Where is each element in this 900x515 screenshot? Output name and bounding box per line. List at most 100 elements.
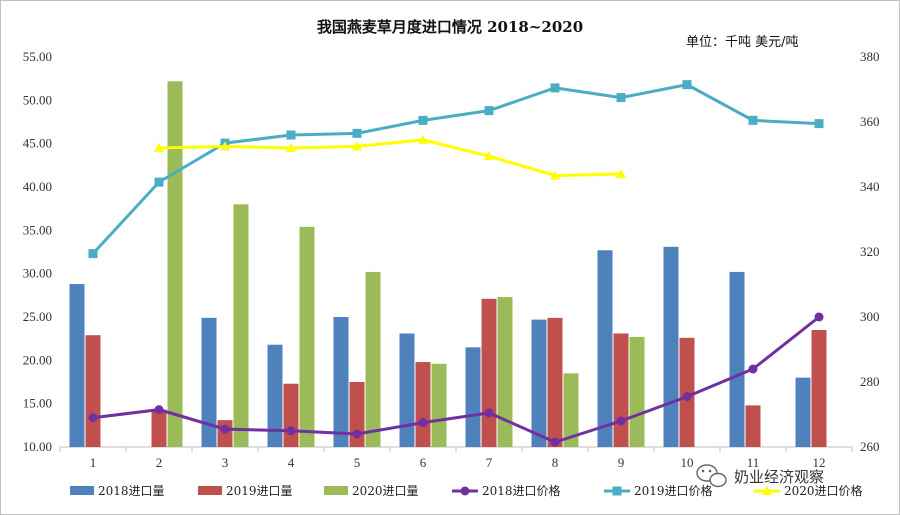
line-2019进口价格 [91, 83, 820, 255]
point-2018进口价格 [484, 408, 494, 418]
point-2020进口价格 [418, 134, 428, 144]
watermark: 奶业经济观察 [696, 464, 824, 488]
point-2018进口价格 [748, 364, 758, 374]
point-2019进口价格 [286, 130, 296, 140]
y-right-tick-label: 340 [860, 179, 880, 194]
x-tick-label: 1 [90, 455, 97, 470]
bar-2020进口量 [233, 204, 249, 447]
bar-2020进口量 [299, 226, 315, 447]
y-left-tick-label: 25.00 [23, 309, 52, 324]
y-right-tick-label: 260 [860, 439, 880, 454]
point-2019进口价格 [682, 80, 692, 90]
legend-marker-2019进口价格 [612, 486, 622, 496]
bar-2019进口量 [151, 409, 167, 447]
point-2018进口价格 [814, 312, 824, 322]
bar-2020进口量 [497, 297, 513, 447]
watermark-text: 奶业经济观察 [734, 468, 824, 486]
bar-2018进口量 [531, 319, 547, 447]
point-2020进口价格 [616, 169, 626, 178]
point-2020进口价格 [154, 143, 164, 152]
point-2020进口价格 [352, 141, 362, 151]
bar-2018进口量 [795, 377, 811, 447]
point-2018进口价格 [220, 424, 230, 434]
bar-2019进口量 [811, 330, 827, 447]
x-tick-label: 10 [681, 455, 694, 470]
bar-2019进口量 [547, 317, 563, 447]
point-2019进口价格 [88, 249, 98, 259]
point-2018进口价格 [88, 413, 98, 423]
bar-2019进口量 [481, 298, 497, 447]
point-2020进口价格 [484, 151, 494, 161]
legend-label-2019进口价格: 2019进口价格 [634, 483, 713, 498]
x-tick-label: 4 [288, 455, 295, 470]
y-right-tick-label: 380 [860, 49, 880, 64]
point-2020进口价格 [286, 143, 296, 152]
bar-2019进口量 [745, 405, 761, 447]
y-right-tick-label: 360 [860, 114, 880, 129]
legend-swatch-2018进口量 [70, 486, 94, 495]
bar-2019进口量 [349, 382, 365, 447]
y-left-tick-label: 20.00 [23, 352, 52, 367]
y-left-tick-label: 50.00 [23, 92, 52, 107]
x-tick-label: 6 [420, 455, 427, 470]
legend-label-2020进口价格: 2020进口价格 [784, 483, 863, 498]
legend-label-2018进口价格: 2018进口价格 [482, 483, 561, 498]
bar-2018进口量 [267, 344, 283, 447]
bar-2018进口量 [333, 317, 349, 447]
x-tick-label: 8 [552, 455, 559, 470]
legend-swatch-2020进口量 [324, 486, 348, 495]
point-2019进口价格 [616, 93, 626, 103]
point-2018进口价格 [550, 437, 560, 447]
point-2019进口价格 [352, 128, 362, 138]
axes: 10.00 15.00 20.00 25.00 30.00 35.00 40.00 45.00… [23, 49, 880, 470]
bar-2018进口量 [201, 317, 217, 447]
y-right-tick-label: 280 [860, 374, 880, 389]
point-2019进口价格 [748, 115, 758, 125]
x-tick-label: 11 [747, 455, 760, 470]
x-tick-label: 9 [618, 455, 625, 470]
legend: 2018进口量 2019进口量 2020进口量 2018进口价格 2019进口价格 202… [70, 483, 863, 498]
bar-2018进口量 [663, 246, 679, 447]
y-right-tick-label: 300 [860, 309, 880, 324]
bar-2019进口量 [613, 333, 629, 447]
bar-2018进口量 [597, 250, 613, 447]
point-2019进口价格 [484, 106, 494, 116]
bar-2018进口量 [729, 271, 745, 447]
point-2018进口价格 [352, 429, 362, 439]
point-2018进口价格 [286, 426, 296, 436]
y-left-tick-label: 40.00 [23, 179, 52, 194]
unit-label: 单位：千吨 美元/吨 [686, 35, 799, 50]
x-tick-label: 2 [156, 455, 163, 470]
point-2018进口价格 [154, 405, 164, 415]
point-2018进口价格 [418, 418, 428, 428]
y-left-tick-label: 15.00 [23, 396, 52, 411]
x-tick-label: 5 [354, 455, 361, 470]
point-2019进口价格 [550, 83, 560, 93]
bar-2018进口量 [399, 333, 415, 447]
point-2019进口价格 [154, 177, 164, 187]
legend-label-2019进口量: 2019进口量 [226, 484, 293, 498]
point-2018进口价格 [616, 416, 626, 426]
chart-title: 我国燕麦草月度进口情况 2018~2020 [317, 18, 583, 36]
lines [88, 80, 824, 447]
bar-2020进口量 [629, 336, 645, 447]
bar-2019进口量 [283, 383, 299, 447]
point-2019进口价格 [418, 115, 428, 125]
point-2019进口价格 [814, 119, 824, 129]
legend-label-2018进口量: 2018进口量 [98, 484, 165, 498]
legend-marker-2018进口价格 [460, 486, 470, 496]
x-tick-label: 3 [222, 455, 229, 470]
y-left-tick-label: 35.00 [23, 222, 52, 237]
point-2020进口价格 [550, 170, 560, 180]
point-2018进口价格 [682, 392, 692, 402]
legend-label-2020进口量: 2020进口量 [352, 484, 419, 498]
y-left-tick-label: 10.00 [23, 439, 52, 454]
y-right-tick-label: 320 [860, 244, 880, 259]
bar-2020进口量 [167, 81, 183, 448]
legend-swatch-2019进口量 [198, 486, 222, 495]
bar-2019进口量 [415, 362, 431, 447]
line-2018进口价格 [92, 315, 820, 444]
bar-2019进口量 [85, 335, 101, 447]
bar-2018进口量 [69, 284, 85, 447]
